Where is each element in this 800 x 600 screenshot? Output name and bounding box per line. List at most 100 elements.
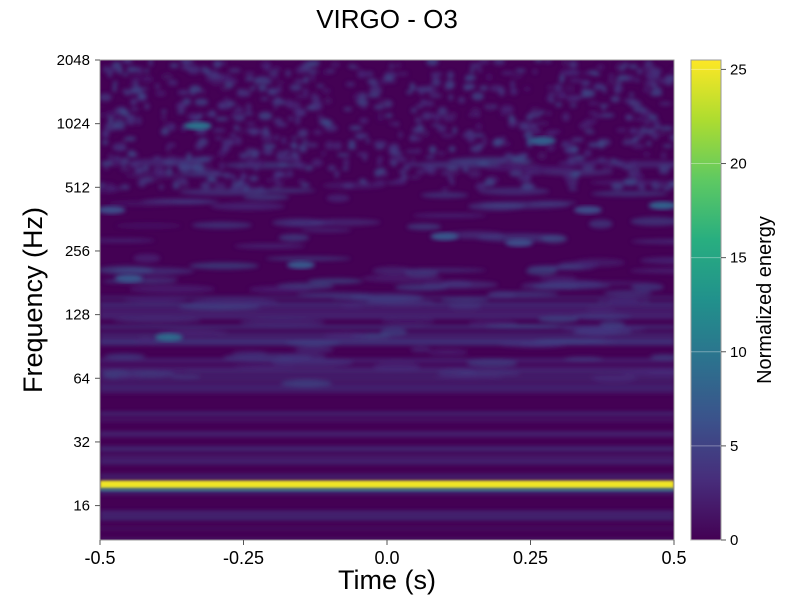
texture-cell <box>223 97 230 106</box>
texture-cell <box>426 60 439 66</box>
texture-cell <box>262 143 277 149</box>
texture-cell <box>563 148 576 152</box>
texture-streak <box>100 454 674 458</box>
energy-features <box>100 121 674 492</box>
texture-cell <box>341 166 349 171</box>
texture-cell <box>135 97 147 101</box>
texture-cell <box>105 182 115 192</box>
texture-cell <box>375 145 385 150</box>
texture-cell <box>388 143 400 152</box>
texture-cell <box>535 121 550 126</box>
texture-wisp <box>588 219 613 229</box>
texture-cell <box>631 143 645 149</box>
texture-cell <box>121 139 126 148</box>
texture-wisp <box>132 275 180 282</box>
texture-cell <box>152 166 165 174</box>
texture-cell <box>308 60 321 66</box>
texture-cell <box>378 167 386 174</box>
texture-cell <box>160 127 170 136</box>
colorbar-tick-label: 25 <box>730 61 747 78</box>
texture-cell <box>470 107 481 116</box>
texture-cell <box>388 63 395 69</box>
texture-wisp <box>294 346 334 354</box>
texture-cell <box>646 140 652 147</box>
texture-wisp <box>420 192 469 199</box>
texture-cell <box>553 83 563 93</box>
texture-cell <box>245 103 252 112</box>
texture-cell <box>568 60 578 69</box>
texture-cell <box>161 109 167 114</box>
x-tick-label: 0.5 <box>661 548 686 568</box>
texture-cell <box>295 109 307 117</box>
texture-cell <box>219 74 233 83</box>
texture-wisp <box>527 265 585 270</box>
texture-cell <box>220 85 230 92</box>
texture-wisp <box>339 302 364 308</box>
texture-cell <box>658 168 670 175</box>
texture-cell <box>430 72 443 77</box>
texture-streak <box>100 376 674 379</box>
texture-cell <box>497 159 502 167</box>
texture-cell <box>254 81 265 86</box>
texture-cell <box>121 60 133 63</box>
texture-cell <box>364 100 369 105</box>
texture-cell <box>418 87 424 96</box>
texture-cell <box>204 165 213 171</box>
x-tick-label: -0.5 <box>84 548 115 568</box>
texture-cell <box>285 156 292 161</box>
texture-cell <box>350 66 361 70</box>
texture-cell <box>187 113 199 121</box>
texture-cell <box>228 68 241 73</box>
texture-streak <box>100 491 674 494</box>
texture-cell <box>597 140 606 149</box>
texture-cell <box>327 69 336 73</box>
texture-wisp <box>372 266 413 275</box>
texture-cell <box>622 139 634 146</box>
texture-cell <box>302 140 309 144</box>
texture-cell <box>243 112 254 116</box>
energy-blob <box>154 333 183 342</box>
texture-wisp <box>570 313 633 320</box>
texture-wisp <box>108 200 176 207</box>
texture-cell <box>100 93 112 102</box>
texture-cell <box>521 173 532 182</box>
y-tick-label: 128 <box>65 307 90 324</box>
texture-cell <box>388 122 397 126</box>
texture-cell <box>377 112 385 122</box>
texture-cell <box>445 79 455 89</box>
texture-cell <box>504 158 513 166</box>
texture-wisp <box>380 328 407 337</box>
texture-wisp <box>272 218 325 227</box>
texture-wisp <box>248 285 311 293</box>
texture-cell <box>432 113 442 122</box>
texture-cell <box>624 135 630 140</box>
texture-cell <box>394 63 402 68</box>
texture-cell <box>356 134 364 140</box>
texture-cell <box>377 156 383 162</box>
texture-wisp <box>307 278 363 284</box>
texture-cell <box>632 106 647 113</box>
texture-cell <box>565 160 571 166</box>
texture-cell <box>204 67 211 75</box>
texture-cell <box>648 114 658 121</box>
texture-streak <box>100 387 674 390</box>
texture-cell <box>446 71 455 80</box>
texture-cell <box>263 126 269 134</box>
texture-cell <box>592 72 601 77</box>
texture-cell <box>486 73 492 81</box>
texture-cell <box>504 153 514 159</box>
texture-cell <box>421 129 430 138</box>
texture-cell <box>601 164 614 172</box>
texture-cell <box>367 93 381 98</box>
texture-cell <box>273 104 278 111</box>
texture-cell <box>581 79 591 86</box>
texture-wisp <box>597 296 650 306</box>
colorbar-tick-label: 5 <box>730 438 738 455</box>
texture-cell <box>161 73 174 81</box>
texture-cell <box>642 152 652 157</box>
texture-cell <box>477 161 490 166</box>
texture-streak <box>100 342 674 346</box>
texture-wisp <box>434 375 504 381</box>
texture-cell <box>482 137 488 146</box>
texture-wisp <box>296 292 373 297</box>
